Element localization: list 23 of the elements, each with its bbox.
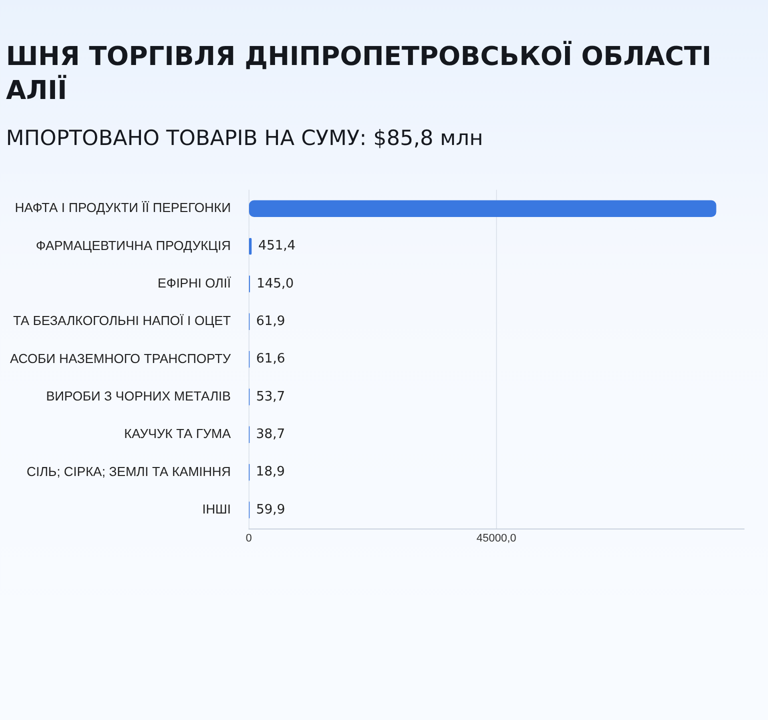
bar (248, 238, 252, 255)
y-tick-label: ЕФІРНІ ОЛІЇ (158, 276, 232, 291)
y-tick-label: АСОБИ НАЗЕМНОГО ТРАНСПОРТУ (10, 350, 232, 366)
data-label: 59,9 (256, 502, 286, 518)
data-label: 38,7 (256, 427, 285, 442)
y-tick-label: СІЛЬ; СІРКА; ЗЕМЛІ ТА КАМІННЯ (26, 464, 231, 479)
x-tick-label: 45000,0 (476, 532, 516, 544)
chart-title: ШНЯ ТОРГІВЛЯ ДНІПРОПЕТРОВСЬКОЇ ОБЛАСТІ АЛІЇ (6, 40, 712, 108)
y-tick-label: КАУЧУК ТА ГУМА (124, 426, 232, 442)
data-label: 18,9 (256, 464, 285, 480)
data-label: 53,7 (256, 389, 286, 404)
chart-subtitle: МПОРТОВАНО ТОВАРІВ НА СУМУ: $85,8 млн (6, 126, 484, 150)
y-tick-label: ТА БЕЗАЛКОГОЛЬНІ НАПОЇ І ОЦЕТ (13, 313, 231, 328)
y-tick-label: ФАРМАЦЕВТИЧНА ПРОДУКЦІЯ (36, 238, 231, 253)
x-tick-label: 0 (246, 532, 252, 544)
data-label: 145,0 (256, 276, 294, 292)
data-label: 61,6 (256, 352, 286, 367)
y-tick-label: ВИРОБИ З ЧОРНИХ МЕТАЛІВ (46, 388, 231, 404)
y-tick-label: НАФТА І ПРОДУКТИ ЇЇ ПЕРЕГОНКИ (14, 200, 231, 216)
y-tick-label: ІНШІ (202, 502, 231, 517)
data-label: 451,4 (258, 238, 296, 254)
bar (248, 200, 716, 217)
data-label: 61,9 (256, 314, 286, 330)
